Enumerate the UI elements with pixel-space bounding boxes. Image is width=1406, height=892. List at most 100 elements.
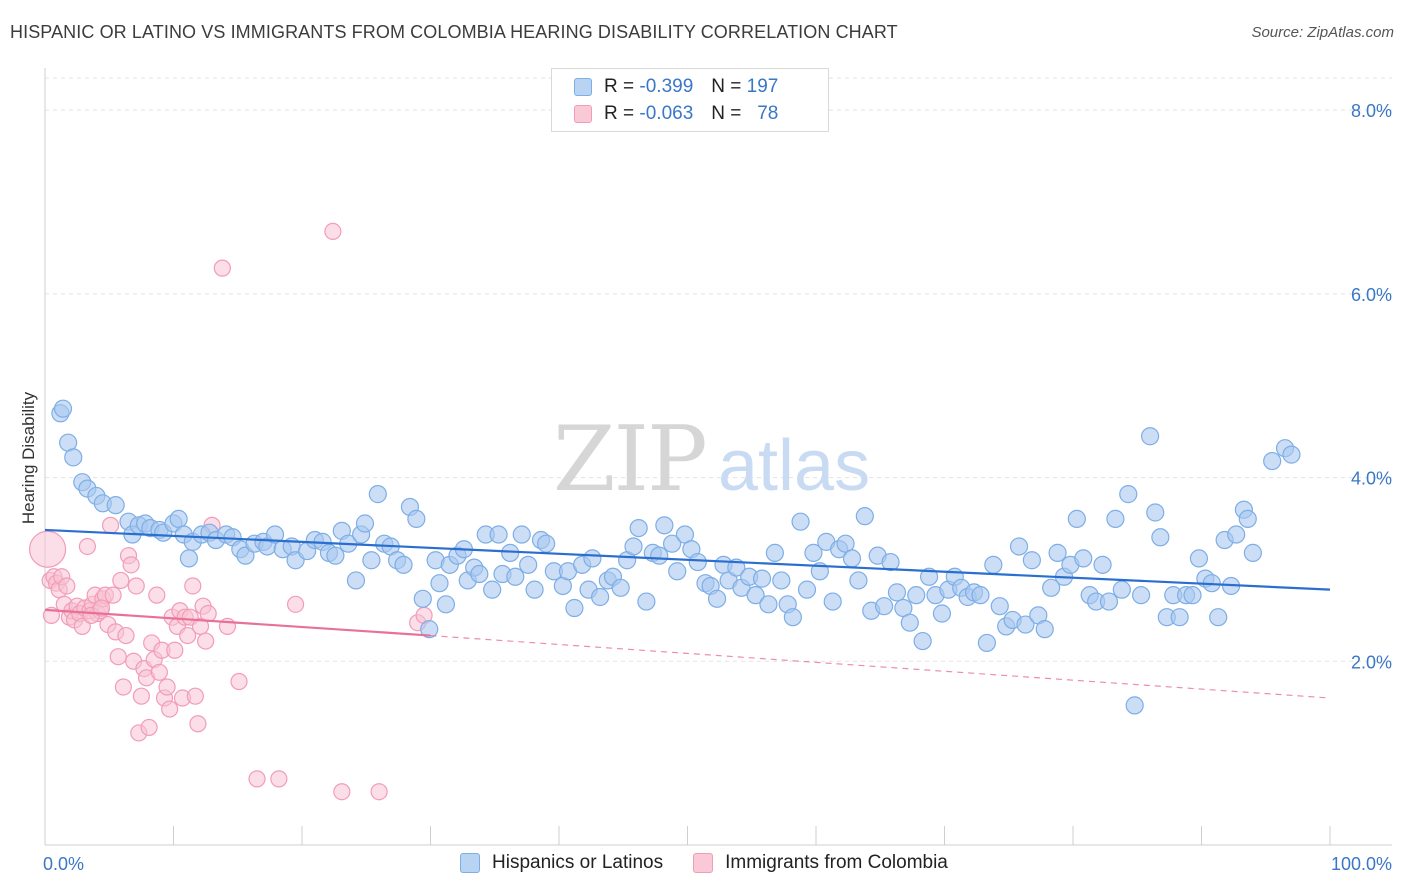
y-tick-label: 8.0% (1351, 101, 1392, 121)
data-point-colombia (324, 222, 342, 240)
data-point-hispanic (519, 555, 538, 574)
data-point-hispanic (752, 569, 772, 588)
series-hispanic-points (51, 399, 1301, 715)
data-point-colombia (92, 599, 111, 617)
watermark: ZIP atlas (553, 407, 870, 512)
data-point-hispanic (746, 586, 765, 605)
watermark-atlas: atlas (718, 426, 870, 506)
data-point-colombia (186, 687, 204, 705)
data-point-colombia (28, 530, 67, 568)
legend-r-label: R = (604, 76, 635, 97)
bottom-legend-swatch-hispanic (460, 853, 480, 873)
data-point-hispanic (368, 485, 387, 504)
bottom-legend-colombia: Immigrants from Colombia (693, 852, 948, 874)
legend-r-value: -0.399 (639, 76, 694, 97)
data-point-hispanic (53, 399, 73, 418)
data-point-colombia (199, 604, 217, 623)
data-point-hispanic (106, 496, 125, 515)
data-point-hispanic (919, 567, 939, 586)
data-point-hispanic (1151, 528, 1170, 547)
data-point-hispanic (1009, 537, 1029, 556)
bottom-legend-label: Immigrants from Colombia (725, 852, 948, 873)
data-point-colombia (148, 586, 166, 604)
data-point-hispanic (1209, 608, 1228, 627)
data-point-hispanic (1022, 551, 1041, 570)
data-point-hispanic (1016, 615, 1035, 634)
data-point-colombia (333, 783, 351, 801)
data-point-colombia (104, 586, 122, 604)
series-colombia-points (28, 222, 433, 801)
data-point-colombia (122, 556, 140, 574)
x-tick-label-min: 0.0% (43, 854, 84, 874)
data-point-hispanic (688, 552, 707, 572)
data-point-hispanic (64, 448, 83, 467)
trend-line-colombia-extension (430, 634, 1331, 699)
data-point-colombia (140, 718, 158, 737)
data-point-hispanic (1132, 586, 1151, 605)
data-point-hispanic (1125, 696, 1144, 715)
data-point-hispanic (791, 512, 810, 531)
data-point-hispanic (887, 583, 907, 602)
data-point-hispanic (1140, 427, 1160, 446)
data-point-hispanic (1042, 578, 1061, 597)
data-point-hispanic (346, 571, 366, 590)
data-point-hispanic (1035, 620, 1054, 639)
data-point-hispanic (1243, 543, 1263, 562)
data-point-hispanic (1119, 485, 1138, 504)
legend-n-value: 197 (746, 76, 779, 97)
data-point-colombia (161, 700, 179, 718)
data-point-hispanic (265, 525, 285, 544)
legend-row-colombia: R = -0.063 N = 78 (574, 101, 778, 127)
data-point-hispanic (804, 543, 823, 562)
source-label: Source: ZipAtlas.com (1251, 24, 1394, 41)
data-point-hispanic (326, 546, 345, 565)
data-point-colombia (197, 632, 215, 650)
data-point-hispanic (362, 551, 381, 570)
data-point-hispanic (759, 595, 778, 614)
legend-n-label: N = (711, 76, 742, 97)
data-point-hispanic (823, 592, 842, 611)
data-point-hispanic (1227, 525, 1246, 544)
legend-r-label: R = (604, 103, 635, 124)
data-point-hispanic (990, 597, 1009, 616)
data-point-hispanic (420, 620, 439, 639)
data-point-hispanic (1074, 549, 1093, 568)
gridlines (45, 77, 1392, 662)
data-point-colombia (73, 617, 91, 635)
data-point-hispanic (772, 571, 791, 590)
data-point-hispanic (783, 608, 802, 627)
bottom-legend-swatch-colombia (693, 853, 714, 873)
data-point-hispanic (668, 562, 687, 581)
data-point-hispanic (1067, 509, 1086, 529)
legend-n-label: N = (711, 103, 742, 124)
bottom-legend-label: Hispanics or Latinos (492, 852, 664, 873)
data-point-hispanic (971, 586, 990, 605)
data-point-hispanic (900, 613, 919, 632)
data-point-hispanic (483, 580, 502, 599)
data-point-hispanic (650, 546, 669, 565)
data-point-colombia (286, 595, 305, 613)
data-point-hispanic (765, 543, 784, 562)
data-point-hispanic (913, 631, 932, 651)
data-point-hispanic (707, 589, 727, 608)
data-point-hispanic (407, 509, 426, 529)
y-tick-label: 4.0% (1351, 469, 1392, 489)
data-point-hispanic (1189, 549, 1209, 568)
data-point-colombia (270, 770, 288, 788)
data-point-colombia (248, 770, 266, 788)
data-point-hispanic (875, 597, 894, 616)
data-point-colombia (114, 678, 132, 696)
data-point-hispanic (179, 549, 199, 568)
data-point-hispanic (842, 549, 862, 568)
data-point-hispanic (849, 571, 868, 590)
legend: R = -0.399 N = 197 R = -0.063 N = 78 (551, 68, 829, 132)
data-point-colombia (127, 577, 145, 595)
data-point-colombia (150, 663, 168, 681)
data-point-hispanic (1048, 543, 1067, 562)
data-point-hispanic (977, 633, 997, 653)
data-point-hispanic (394, 555, 413, 574)
data-point-hispanic (583, 549, 602, 568)
data-point-hispanic (169, 509, 188, 529)
y-axis-title: Hearing Disability (19, 391, 38, 524)
